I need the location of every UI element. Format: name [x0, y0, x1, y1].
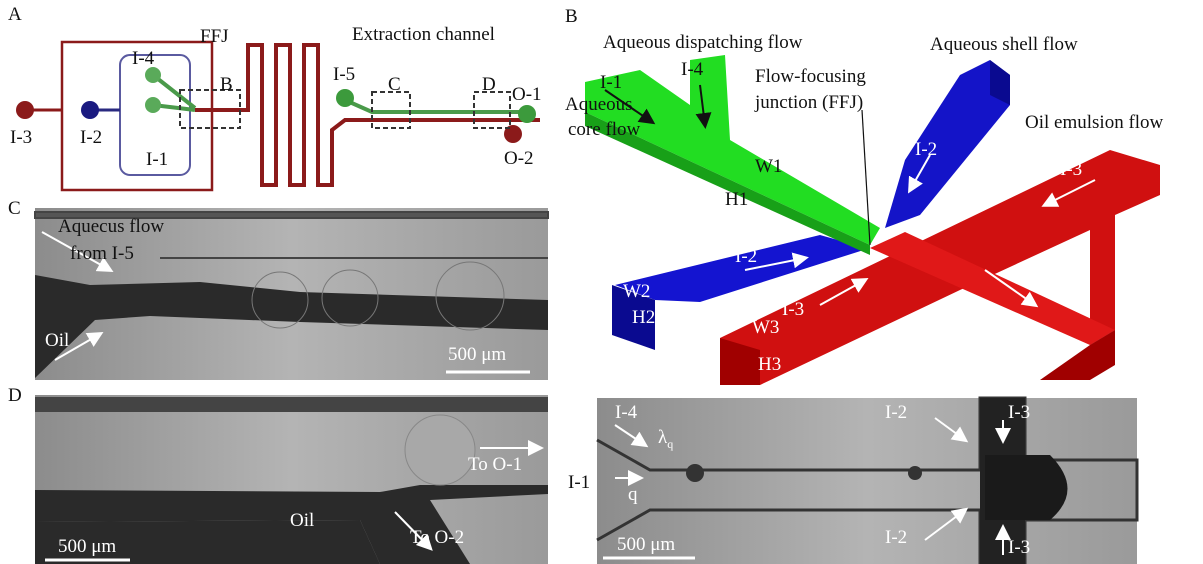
- inlet-label: I-2: [735, 246, 757, 267]
- label: FFJ: [200, 26, 229, 47]
- inlet-label: I-1: [568, 472, 590, 493]
- scale-bar-label: 500 μm: [617, 534, 675, 555]
- flow-label: from I-5: [70, 243, 134, 264]
- flow-label: Oil: [290, 510, 314, 531]
- dimension-label: H3: [758, 354, 781, 375]
- inlet-label: I-2: [885, 527, 907, 548]
- inlet-label: I-5: [333, 64, 355, 85]
- dimension-label: H2: [632, 307, 655, 328]
- flow-label: Flow-focusing: [755, 66, 866, 87]
- panel-b: B Aqueous dispatching flow Aqueous shell…: [565, 6, 1164, 385]
- inlet-label: I-4: [615, 402, 638, 423]
- inlet-label: I-3: [782, 299, 804, 320]
- inlet-label: I-3: [10, 127, 32, 148]
- dimension-label: H1: [725, 189, 748, 210]
- scale-bar-label: 500 μm: [448, 344, 506, 365]
- panel-label: B: [565, 6, 578, 27]
- outlet-label: To O-2: [410, 527, 464, 548]
- panel-c: C Aquecus flow from I-5 Oil 500 μm: [8, 198, 548, 380]
- inlet-label: I-4: [132, 48, 155, 69]
- scale-bar-label: 500 μm: [58, 536, 116, 557]
- flow-label: Oil emulsion flow: [1025, 112, 1164, 133]
- panel-label: D: [8, 385, 22, 406]
- flow-label: junction (FFJ): [754, 92, 863, 113]
- dimension-label: W1: [755, 156, 782, 177]
- inlet-label: I-3: [1008, 402, 1030, 423]
- flow-label: Aquecus flow: [58, 216, 164, 237]
- dimension-label: W3: [752, 317, 779, 338]
- flow-label: Oil: [45, 330, 69, 351]
- box-label: C: [388, 74, 401, 95]
- outlet-label: O-2: [504, 148, 534, 169]
- panel-b-micrograph: I-4 I-1 I-2 I-2 I-3 I-3 λq q 500 μm: [568, 398, 1137, 564]
- label: Extraction channel: [352, 24, 495, 45]
- inlet-label: I-2: [80, 127, 102, 148]
- inlet-label: I-3: [1060, 159, 1082, 180]
- frequency-label: q: [628, 484, 638, 505]
- outlet-label: O-1: [512, 84, 542, 105]
- subscript: q: [667, 437, 673, 451]
- flow-label: Aqueous shell flow: [930, 34, 1078, 55]
- inlet-label: I-1: [146, 149, 168, 170]
- dimension-label: W2: [623, 281, 650, 302]
- box-label: B: [220, 74, 233, 95]
- figure: A FFJ Extraction channel I-1 I-2 I-3 I-4…: [0, 0, 1203, 564]
- inlet-label: I-2: [915, 139, 937, 160]
- flow-label: core flow: [568, 119, 641, 140]
- panel-d: D To O-1 Oil To O-2 500 μm: [8, 385, 548, 564]
- inlet-label: I-3: [1008, 537, 1030, 558]
- panel-label: A: [8, 4, 22, 25]
- panel-label: C: [8, 198, 21, 219]
- inlet-label: I-2: [885, 402, 907, 423]
- flow-label: Aqueous dispatching flow: [603, 32, 803, 53]
- inlet-label: I-4: [681, 59, 704, 80]
- flow-label: Aqueous: [565, 94, 633, 115]
- outlet-label: To O-1: [468, 454, 522, 475]
- panel-a: A FFJ Extraction channel I-1 I-2 I-3 I-4…: [8, 4, 542, 190]
- inlet-label: I-1: [600, 72, 622, 93]
- box-label: D: [482, 74, 496, 95]
